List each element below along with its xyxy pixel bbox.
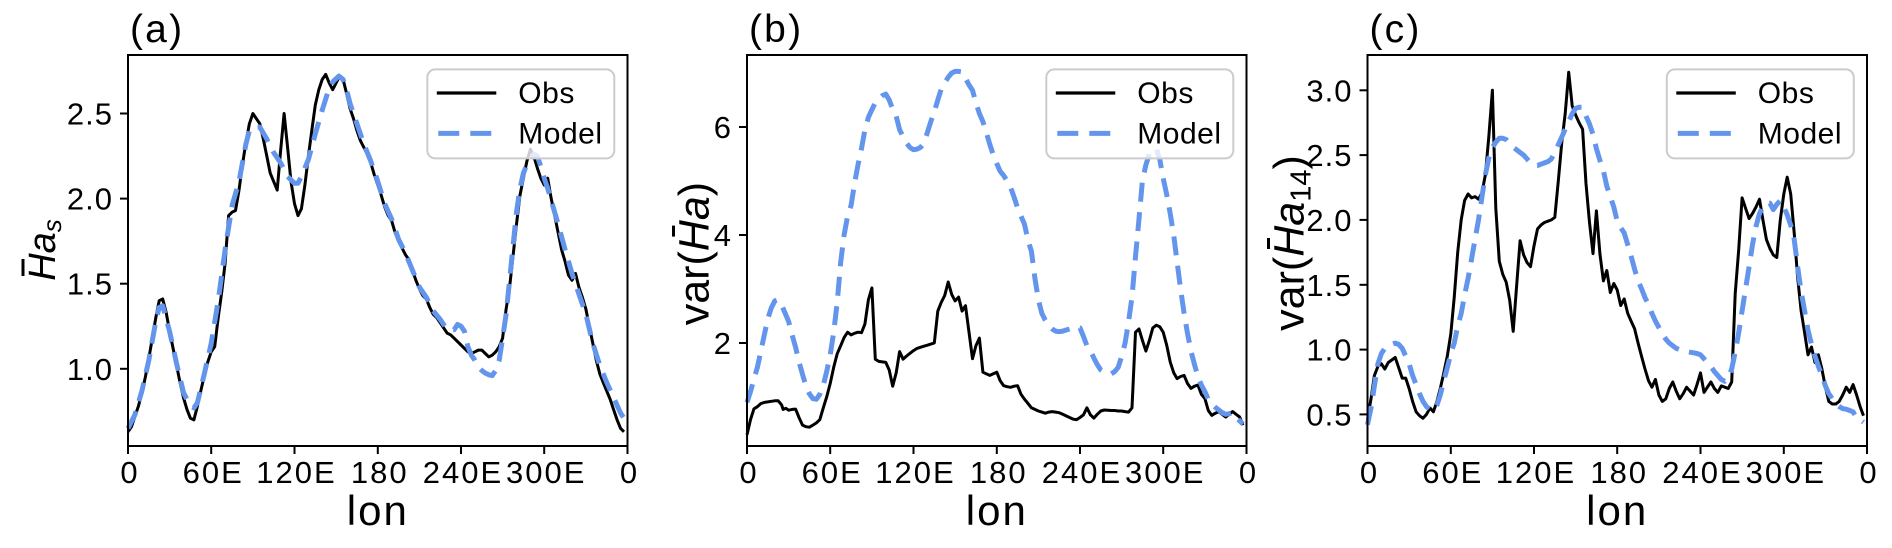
- svg-text:0: 0: [1360, 455, 1379, 490]
- svg-text:0: 0: [620, 455, 639, 490]
- svg-text:120E: 120E: [875, 455, 955, 490]
- svg-text:240E: 240E: [1042, 455, 1122, 490]
- svg-text:2: 2: [714, 326, 732, 361]
- svg-text:(a): (a): [130, 8, 184, 51]
- svg-text:0: 0: [1859, 455, 1878, 490]
- svg-text:120E: 120E: [1496, 455, 1576, 490]
- svg-text:2.0: 2.0: [67, 182, 113, 217]
- svg-text:4: 4: [714, 218, 732, 253]
- svg-text:300E: 300E: [1125, 455, 1205, 490]
- svg-text:0: 0: [739, 455, 758, 490]
- svg-text:Obs: Obs: [518, 77, 575, 110]
- svg-text:lon: lon: [1586, 487, 1648, 534]
- svg-text:2.5: 2.5: [1306, 138, 1352, 173]
- svg-text:0.5: 0.5: [1306, 397, 1352, 432]
- svg-text:1.0: 1.0: [67, 352, 113, 387]
- svg-text:1.5: 1.5: [1306, 268, 1352, 303]
- svg-text:240E: 240E: [423, 455, 503, 490]
- svg-text:(c): (c): [1370, 8, 1422, 51]
- svg-text:Obs: Obs: [1137, 77, 1194, 110]
- svg-text:var(Ha): var(Ha): [671, 182, 719, 325]
- svg-text:(b): (b): [749, 8, 803, 51]
- svg-text:120E: 120E: [256, 455, 336, 490]
- svg-text:0: 0: [1239, 455, 1258, 490]
- svg-text:1.0: 1.0: [1306, 333, 1352, 368]
- svg-text:240E: 240E: [1662, 455, 1742, 490]
- svg-text:lon: lon: [347, 487, 409, 534]
- svg-text:0: 0: [120, 455, 139, 490]
- svg-text:60E: 60E: [183, 455, 244, 490]
- svg-text:180: 180: [1590, 455, 1648, 490]
- svg-text:Model: Model: [1758, 117, 1842, 150]
- svg-text:2.0: 2.0: [1306, 203, 1352, 238]
- svg-text:60E: 60E: [802, 455, 863, 490]
- svg-text:2.5: 2.5: [67, 97, 113, 132]
- svg-text:lon: lon: [966, 487, 1028, 534]
- svg-text:300E: 300E: [1746, 455, 1826, 490]
- svg-text:Model: Model: [518, 117, 602, 150]
- svg-text:180: 180: [970, 455, 1028, 490]
- svg-text:300E: 300E: [506, 455, 586, 490]
- svg-text:Model: Model: [1137, 117, 1221, 150]
- svg-text:1.5: 1.5: [67, 267, 113, 302]
- svg-text:180: 180: [351, 455, 409, 490]
- svg-text:60E: 60E: [1422, 455, 1483, 490]
- svg-text:Has: Has: [22, 219, 67, 281]
- svg-text:3.0: 3.0: [1306, 73, 1352, 108]
- svg-text:Obs: Obs: [1758, 77, 1815, 110]
- svg-text:6: 6: [714, 110, 732, 145]
